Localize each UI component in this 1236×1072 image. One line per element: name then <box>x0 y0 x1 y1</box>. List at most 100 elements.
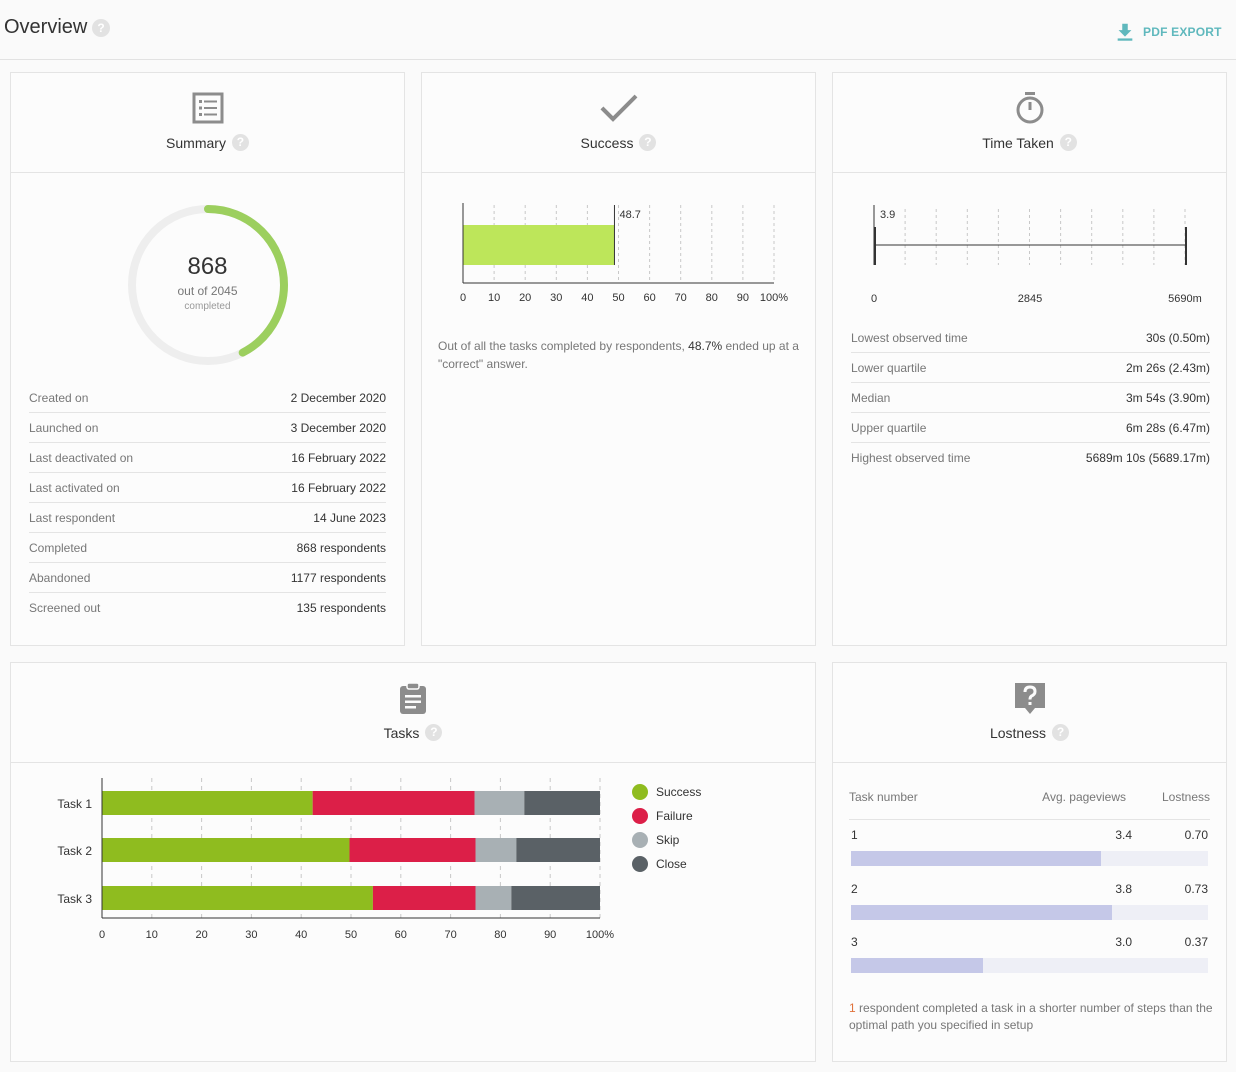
lostness-value: 0.73 <box>1184 882 1208 896</box>
lostness-note-text: respondent completed a task in a shorter… <box>849 1001 1213 1032</box>
tasks-title: Tasks? <box>11 724 815 742</box>
bar-close <box>524 791 600 815</box>
category-label: Task 3 <box>57 892 92 906</box>
detail-row: Lowest observed time 30s (0.50m) <box>851 323 1210 353</box>
detail-row: Highest observed time 5689m 10s (5689.17m… <box>851 443 1210 473</box>
task-number: 3 <box>851 935 858 949</box>
detail-row: Completed 868 respondents <box>29 533 386 563</box>
detail-row: Last respondent 14 June 2023 <box>29 503 386 533</box>
detail-value: 16 February 2022 <box>291 450 386 465</box>
success-title-text: Success <box>580 135 634 151</box>
detail-label: Last deactivated on <box>29 450 134 465</box>
checkmark-icon <box>600 94 637 122</box>
success-note-suffix: ended up at a "correct" answer. <box>438 339 799 371</box>
bar-skip <box>475 886 512 910</box>
detail-row: Last deactivated on 16 February 2022 <box>29 443 386 473</box>
time-card-header: Time Taken? <box>833 73 1226 173</box>
detail-label: Launched on <box>29 420 99 435</box>
success-tick: 30 <box>550 292 562 304</box>
help-icon[interactable]: ? <box>1052 724 1070 742</box>
completion-ring <box>128 205 288 365</box>
success-tick: 80 <box>706 292 718 304</box>
success-tick: 0 <box>460 292 466 304</box>
lostness-title-text: Lostness <box>989 725 1047 741</box>
pdf-export-button[interactable]: PDF EXPORT <box>1114 20 1222 44</box>
detail-value: 2 December 2020 <box>290 390 386 405</box>
completed-out-of: out of 2045 <box>177 284 238 298</box>
bar-skip <box>475 838 517 862</box>
avg-pageviews: 3.8 <box>1115 882 1132 896</box>
bar-close <box>511 886 600 910</box>
legend-item-success[interactable]: Success <box>632 780 701 804</box>
time-card: Time Taken? 3.9 0 2845 5690m Lowest obse… <box>832 72 1227 646</box>
detail-label: Upper quartile <box>851 420 927 435</box>
x-tick-label: 60 <box>395 929 407 941</box>
detail-label: Highest observed time <box>851 451 971 465</box>
time-median-label: 3.9 <box>880 209 895 221</box>
detail-row: Created on 2 December 2020 <box>29 383 386 413</box>
x-tick-label: 90 <box>544 929 556 941</box>
detail-value: 5689m 10s (5689.17m) <box>1085 451 1210 465</box>
success-tick: 20 <box>519 292 531 304</box>
bar-success <box>102 886 373 910</box>
detail-value: 30s (0.50m) <box>1145 330 1210 345</box>
success-title: Success? <box>422 134 815 152</box>
legend-label: Failure <box>656 809 693 823</box>
avg-pageviews: 3.4 <box>1115 828 1132 842</box>
detail-value: 868 respondents <box>296 540 386 555</box>
success-note-prefix: Out of all the tasks completed by respon… <box>438 339 689 353</box>
lostness-card: Lostness? Task number Avg. pageviews Los… <box>832 662 1227 1062</box>
legend-swatch <box>632 856 648 872</box>
success-note: Out of all the tasks completed by respon… <box>438 337 803 373</box>
legend-item-skip[interactable]: Skip <box>632 828 701 852</box>
success-note-value: 48.7% <box>688 339 723 353</box>
x-tick-label: 80 <box>494 929 506 941</box>
task-number: 2 <box>851 882 858 896</box>
task-number: 1 <box>851 828 858 842</box>
category-label: Task 2 <box>57 844 92 858</box>
x-tick-label: 20 <box>195 929 207 941</box>
legend-label: Close <box>656 857 687 871</box>
list-icon <box>192 92 223 124</box>
clipboard-icon <box>400 682 426 714</box>
help-icon[interactable]: ? <box>639 134 657 152</box>
legend-swatch <box>632 808 648 824</box>
detail-row: Lower quartile 2m 26s (2.43m) <box>851 353 1210 383</box>
x-tick-label: 100% <box>586 929 614 941</box>
detail-row: Screened out 135 respondents <box>29 593 386 623</box>
lostness-card-header: Lostness? <box>833 663 1226 763</box>
header-task-number: Task number <box>849 790 918 804</box>
completed-count: 868 <box>187 253 228 280</box>
detail-label: Lower quartile <box>851 360 927 375</box>
detail-label: Completed <box>29 540 88 555</box>
success-chart: 0 10 20 30 40 50 60 70 80 90 100% 48.7 <box>460 203 788 304</box>
detail-label: Screened out <box>29 601 101 615</box>
avg-pageviews: 3.0 <box>1115 935 1132 949</box>
legend-item-close[interactable]: Close <box>632 852 701 876</box>
time-tick: 0 <box>871 293 877 305</box>
legend-label: Success <box>656 785 702 799</box>
bar-close <box>516 838 600 862</box>
detail-label: Last respondent <box>29 510 116 525</box>
detail-row: Launched on 3 December 2020 <box>29 413 386 443</box>
question-icon <box>1014 683 1045 714</box>
time-tick: 2845 <box>1018 293 1042 305</box>
summary-title: Summary? <box>11 134 404 152</box>
x-tick-label: 0 <box>99 929 105 941</box>
header-lostness: Lostness <box>1161 790 1210 804</box>
legend-swatch <box>632 784 648 800</box>
header-avg-pageviews: Avg. pageviews <box>1042 790 1126 804</box>
lostness-bar-track <box>851 851 1208 866</box>
download-icon <box>1117 23 1133 41</box>
detail-label: Median <box>851 390 891 405</box>
summary-details: Created on 2 December 2020 Launched on 3 De… <box>29 383 386 623</box>
help-icon[interactable]: ? <box>92 19 110 37</box>
time-details: Lowest observed time 30s (0.50m) Lower qua… <box>851 323 1210 473</box>
detail-row: Last activated on 16 February 2022 <box>29 473 386 503</box>
bar-success <box>102 838 350 862</box>
detail-value: 135 respondents <box>296 601 386 615</box>
help-icon[interactable]: ? <box>231 134 249 152</box>
legend-item-failure[interactable]: Failure <box>632 804 701 828</box>
help-icon[interactable]: ? <box>425 724 443 742</box>
help-icon[interactable]: ? <box>1059 134 1077 152</box>
